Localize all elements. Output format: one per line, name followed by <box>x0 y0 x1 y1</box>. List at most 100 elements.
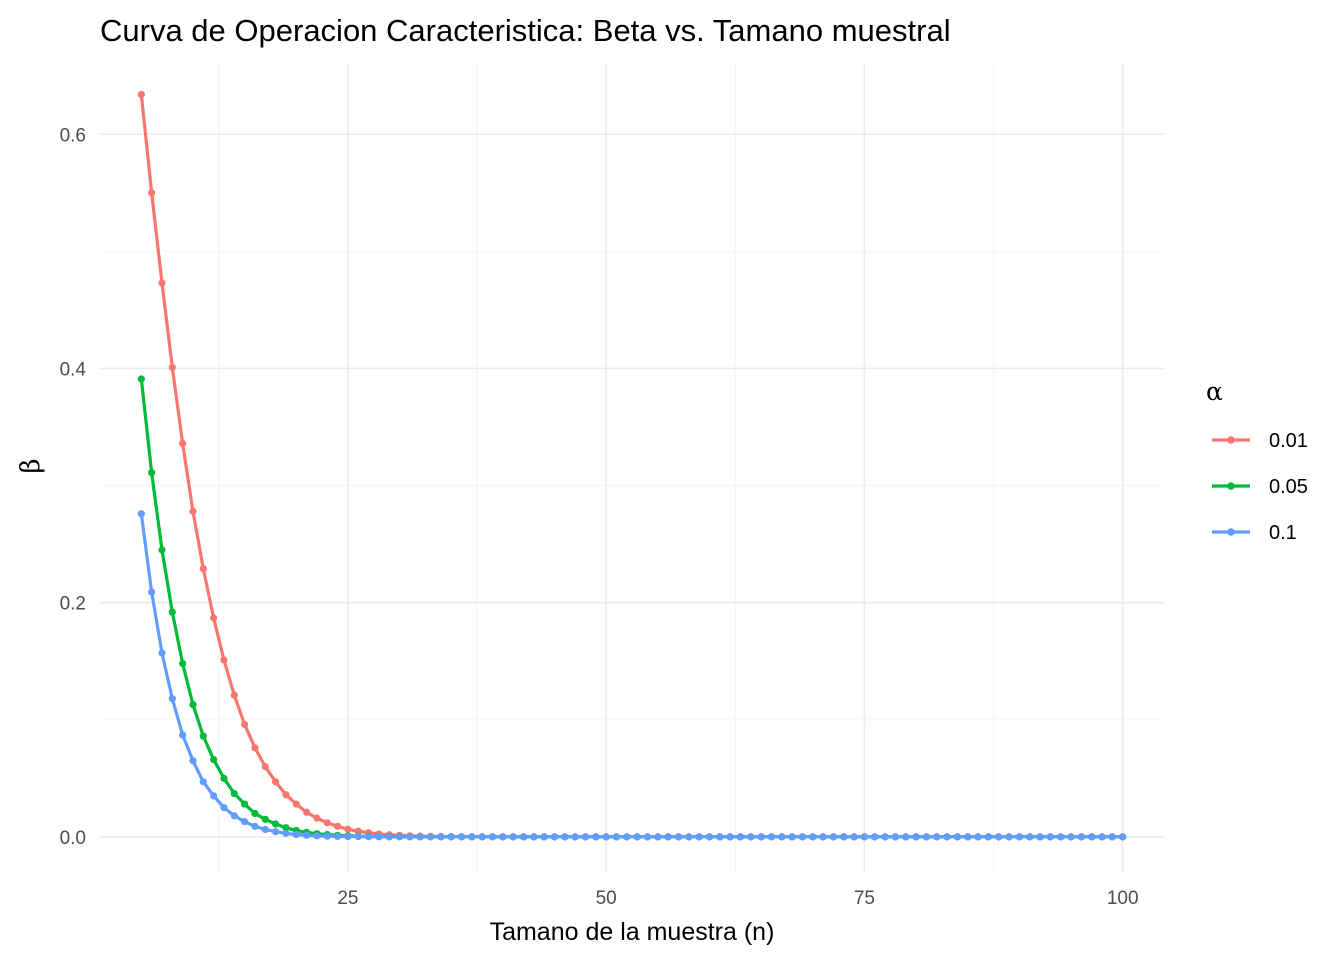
point-2-92 <box>1088 833 1096 841</box>
point-0-3 <box>168 363 176 371</box>
point-2-88 <box>1046 833 1054 841</box>
point-2-75 <box>912 833 920 841</box>
point-2-76 <box>922 833 931 841</box>
point-2-74 <box>902 833 910 841</box>
point-2-84 <box>1005 833 1013 841</box>
legend-label-0: 0.01 <box>1269 430 1308 452</box>
point-2-58 <box>736 833 745 841</box>
legend: α 0.01 0.05 0.1 <box>1206 377 1308 544</box>
point-0-18 <box>323 819 331 827</box>
y-tick-label-3: 0.6 <box>60 125 86 146</box>
point-2-67 <box>829 833 838 841</box>
minor-gridlines <box>100 64 1164 872</box>
point-0-2 <box>158 279 166 287</box>
point-2-90 <box>1067 833 1075 841</box>
point-2-66 <box>819 833 827 841</box>
point-2-25 <box>395 833 404 841</box>
point-2-82 <box>984 833 992 841</box>
point-0-11 <box>251 744 259 752</box>
point-2-32 <box>468 833 476 841</box>
point-0-16 <box>303 808 311 816</box>
y-axis-title: β <box>16 458 46 473</box>
major-gridlines <box>100 64 1164 872</box>
point-0-9 <box>230 691 238 699</box>
y-tick-label-0: 0.0 <box>60 828 86 849</box>
point-1-4 <box>179 659 187 668</box>
x-tick-label-3: 100 <box>1107 888 1139 909</box>
legend-title: α <box>1206 377 1223 406</box>
point-2-0 <box>137 510 145 518</box>
point-2-79 <box>953 833 961 841</box>
point-2-61 <box>767 833 776 841</box>
point-2-43 <box>581 833 590 841</box>
point-0-20 <box>344 825 352 833</box>
point-0-0 <box>137 90 145 99</box>
point-0-19 <box>333 822 342 830</box>
point-2-56 <box>716 833 724 841</box>
chart-title: Curva de Operacion Caracteristica: Beta … <box>100 13 951 48</box>
point-0-7 <box>210 614 218 622</box>
point-2-54 <box>695 833 703 841</box>
legend-point-0 <box>1227 436 1235 444</box>
y-tick-label-1: 0.2 <box>60 594 86 615</box>
y-axis-ticks: 0.0 0.2 0.4 0.6 <box>60 125 87 849</box>
point-2-9 <box>230 812 238 820</box>
point-1-13 <box>272 820 280 828</box>
point-0-14 <box>282 791 290 799</box>
point-2-95 <box>1119 833 1127 841</box>
x-tick-label-2: 75 <box>854 888 875 909</box>
point-2-36 <box>509 833 517 841</box>
point-1-7 <box>210 755 218 764</box>
point-2-41 <box>561 833 569 841</box>
point-2-18 <box>323 832 331 840</box>
point-1-2 <box>158 546 166 554</box>
series-1 <box>137 375 1127 841</box>
point-2-50 <box>654 833 662 841</box>
point-2-69 <box>850 833 858 841</box>
point-2-22 <box>364 833 373 841</box>
point-1-10 <box>241 800 249 808</box>
y-tick-label-2: 0.4 <box>60 359 87 380</box>
series-line-2 <box>139 513 1123 839</box>
point-0-17 <box>313 814 321 822</box>
point-1-9 <box>230 789 238 798</box>
point-2-51 <box>664 833 672 841</box>
point-2-11 <box>251 822 259 830</box>
point-2-59 <box>747 833 755 841</box>
point-2-24 <box>385 833 393 841</box>
point-2-23 <box>375 833 383 841</box>
x-tick-label-0: 25 <box>337 888 358 909</box>
point-1-11 <box>251 809 259 818</box>
point-2-44 <box>592 833 600 841</box>
point-2-70 <box>860 833 869 841</box>
point-2-21 <box>354 833 362 841</box>
point-2-5 <box>189 757 197 765</box>
point-2-78 <box>943 833 951 841</box>
x-tick-label-1: 50 <box>596 888 617 909</box>
point-2-65 <box>809 833 817 841</box>
point-2-55 <box>705 833 714 841</box>
point-2-35 <box>499 833 507 841</box>
point-2-52 <box>674 833 683 841</box>
point-2-60 <box>757 833 765 841</box>
point-2-87 <box>1036 833 1044 841</box>
point-0-4 <box>179 439 187 448</box>
point-2-73 <box>891 833 900 841</box>
point-0-10 <box>241 720 249 729</box>
point-0-6 <box>199 565 207 573</box>
point-2-81 <box>974 833 982 841</box>
point-2-64 <box>798 833 807 841</box>
series-layer <box>137 90 1127 841</box>
point-0-1 <box>148 189 156 197</box>
point-2-91 <box>1077 833 1085 841</box>
point-2-3 <box>168 695 176 703</box>
point-2-28 <box>426 833 435 841</box>
point-2-49 <box>643 833 652 841</box>
point-2-15 <box>292 830 300 839</box>
point-2-72 <box>881 833 889 841</box>
point-2-16 <box>303 831 311 839</box>
series-line-1 <box>139 378 1123 839</box>
point-0-12 <box>261 763 269 771</box>
point-2-71 <box>871 833 879 841</box>
x-axis-title: Tamano de la muestra (n) <box>490 918 775 946</box>
